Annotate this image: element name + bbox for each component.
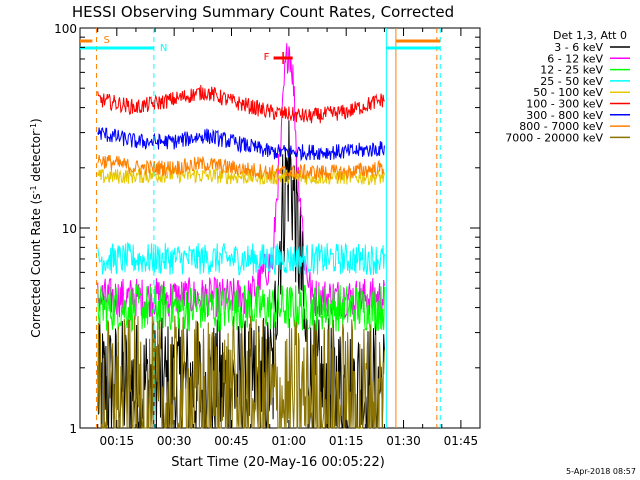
axes-layer: 00:15 00:30 00:45 01:00 01:15 01:30 01:45 1 10 10… bbox=[54, 22, 481, 448]
x-tick-label: 00:15 bbox=[100, 434, 135, 448]
legend-label-300-800-kev: 300 - 800 keV bbox=[526, 109, 603, 122]
series-line-25-50-kev bbox=[97, 241, 385, 276]
legend-label-6-12-kev: 6 - 12 keV bbox=[547, 52, 603, 65]
y-axis-label-end: ) bbox=[29, 118, 43, 123]
annotation-layer: S N F bbox=[80, 28, 441, 428]
series-line-300-800-kev bbox=[97, 127, 385, 162]
x-tick-label: 01:45 bbox=[444, 434, 479, 448]
y-axis-label-main: Corrected Count Rate (s bbox=[29, 193, 43, 337]
x-tick-label: 00:45 bbox=[214, 434, 249, 448]
legend-label-3-6-kev: 3 - 6 keV bbox=[554, 41, 603, 54]
series-line-3-6-kev bbox=[97, 120, 385, 429]
legend-label-12-25-kev: 12 - 25 keV bbox=[540, 64, 603, 77]
legend-label-800-7000-kev: 800 - 7000 keV bbox=[519, 120, 603, 133]
legend-label-50-100-kev: 50 - 100 keV bbox=[533, 86, 603, 99]
series-line-12-25-kev bbox=[97, 283, 385, 333]
y-axis-label-mid: detector bbox=[29, 131, 43, 186]
legend-label-7000-20000-kev: 7000 - 20000 keV bbox=[505, 131, 603, 144]
marker-label-n: N bbox=[160, 43, 167, 54]
legend-label-25-50-kev: 25 - 50 keV bbox=[540, 75, 603, 88]
data-layer bbox=[97, 43, 385, 429]
y-tick-label: 100 bbox=[54, 22, 77, 36]
x-tick-label: 01:30 bbox=[386, 434, 421, 448]
series-line-7000-20000-kev bbox=[97, 315, 385, 429]
chart-title: HESSI Observing Summary Count Rates, Cor… bbox=[72, 3, 454, 21]
x-tick-label: 01:15 bbox=[329, 434, 364, 448]
legend-header: Det 1,3, Att 0 bbox=[553, 29, 627, 42]
series-line-800-7000-kev bbox=[97, 154, 385, 181]
y-axis-label: Corrected Count Rate (s-1 detector-1) bbox=[29, 118, 44, 337]
marker-label-s: S bbox=[104, 35, 110, 46]
series-line-6-12-kev bbox=[97, 43, 385, 319]
marker-label-f: F bbox=[264, 52, 270, 63]
y-tick-label: 10 bbox=[62, 222, 77, 236]
y-axis-label-sup2: -1 bbox=[29, 123, 38, 131]
y-tick-label: 1 bbox=[69, 422, 77, 436]
timestamp: 5-Apr-2018 08:57 bbox=[566, 467, 636, 476]
legend-label-100-300-kev: 100 - 300 keV bbox=[526, 98, 603, 111]
x-tick-label: 01:00 bbox=[272, 434, 307, 448]
x-axis-label: Start Time (20-May-16 00:05:22) bbox=[171, 455, 385, 470]
y-axis-label-sup1: -1 bbox=[29, 185, 38, 193]
x-tick-label: 00:30 bbox=[157, 434, 192, 448]
series-line-100-300-kev bbox=[97, 84, 385, 124]
